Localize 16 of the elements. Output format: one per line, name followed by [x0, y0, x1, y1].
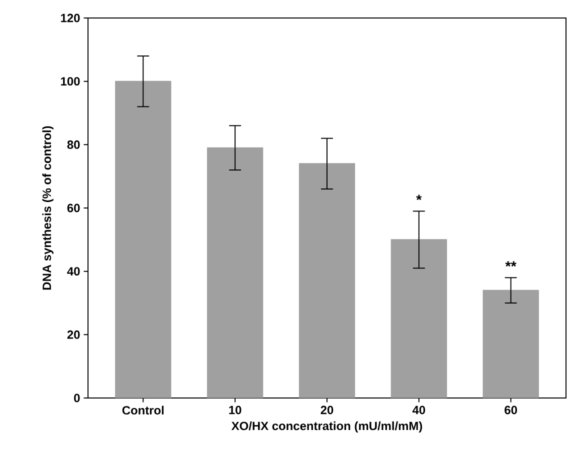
annotation: *: [416, 194, 422, 200]
y-tick-label: 0: [74, 394, 80, 402]
x-tick-label: 40: [412, 406, 426, 414]
x-tick-label: Control: [122, 406, 164, 415]
y-tick-label: 40: [67, 267, 80, 276]
y-tick-label: 60: [67, 204, 80, 212]
y-tick-label: 120: [61, 14, 80, 22]
x-tick-label: 10: [229, 406, 242, 414]
x-axis-title: XO/HX concentration (mU/ml/mM): [231, 421, 422, 433]
annotation: **: [505, 261, 516, 267]
y-axis-title: DNA synthesis (% of control): [42, 126, 54, 290]
x-tick-label: 60: [504, 406, 517, 414]
y-tick-label: 100: [61, 77, 80, 86]
y-tick-label: 20: [67, 330, 80, 339]
x-tick-label: 20: [320, 406, 334, 414]
y-tick-label: 80: [67, 140, 80, 149]
